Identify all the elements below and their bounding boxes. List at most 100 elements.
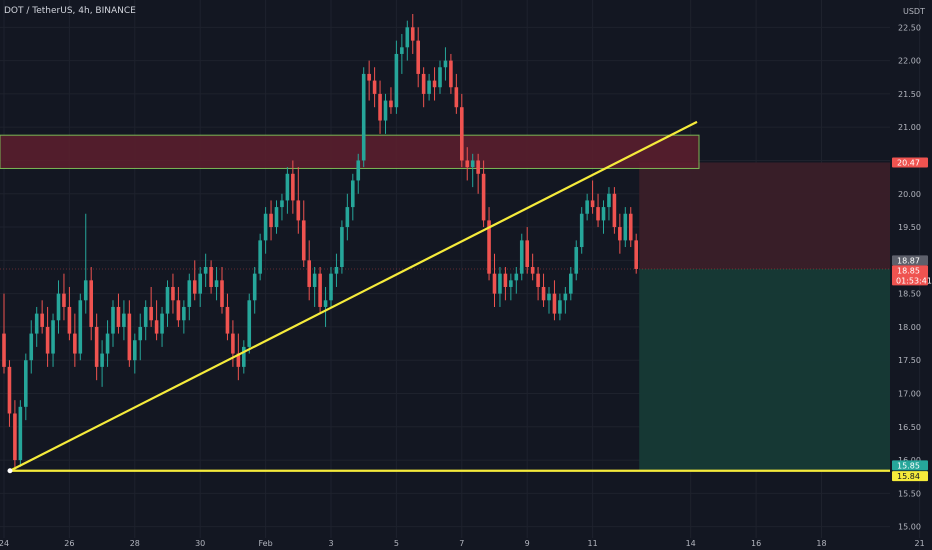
candles-layer [2, 14, 638, 471]
candle-body [209, 267, 213, 287]
x-tick-label: 14 [686, 539, 696, 548]
candle-body [541, 286, 546, 301]
take-profit-zone [639, 269, 890, 471]
candle-body [470, 160, 475, 168]
candle-body [329, 273, 333, 301]
candle-body [105, 333, 110, 354]
candle-body [318, 273, 322, 307]
candle-body [323, 300, 328, 307]
chart-title: DOT / TetherUS, 4h, BINANCE [4, 6, 136, 16]
candle-body [492, 273, 497, 294]
candle-body [100, 353, 104, 367]
candle-body [94, 326, 99, 367]
y-tick-label: 17.00 [898, 390, 921, 399]
candle-body [18, 406, 23, 461]
candle-body [225, 306, 230, 334]
candle-body [416, 40, 420, 74]
last-price-badge-countdown: 01:53:41 [896, 276, 932, 285]
candle-body [116, 306, 121, 327]
candle-body [590, 200, 595, 208]
candle-body [133, 340, 137, 361]
candle-body [7, 366, 12, 414]
candle-body [252, 273, 257, 301]
candle-body [525, 240, 529, 268]
candle-body [569, 273, 573, 294]
candle-body [574, 247, 579, 274]
candle-body [143, 306, 148, 327]
candle-body [274, 207, 279, 228]
x-tick-label: 30 [195, 539, 205, 548]
candle-body [596, 207, 600, 221]
candle-body [514, 273, 519, 281]
candle-body [285, 173, 290, 201]
candle-body [13, 413, 17, 461]
x-tick-label: 18 [816, 539, 826, 548]
candle-body [383, 100, 388, 121]
y-tick-label: 18.00 [898, 323, 921, 332]
x-tick-label: 24 [0, 539, 9, 548]
candle-body [56, 293, 61, 321]
candle-body [345, 207, 350, 228]
y-tick-label: 18.50 [898, 290, 921, 299]
candle-body [443, 60, 448, 68]
entry-badge-box [892, 255, 928, 266]
candle-body [547, 293, 551, 301]
candle-body [203, 267, 208, 274]
candle-body [607, 193, 611, 208]
candle-body [552, 293, 557, 314]
x-tick-label: 28 [130, 539, 140, 548]
candle-body [367, 73, 371, 81]
y-tick-label: 15.50 [898, 489, 921, 498]
x-tick-label: 5 [394, 539, 399, 548]
candle-body [372, 80, 377, 94]
zones-layer [0, 134, 890, 471]
candle-body [421, 73, 426, 94]
candle-body [187, 280, 192, 307]
y-tick-label: 15.00 [898, 523, 921, 532]
candle-body [612, 193, 617, 228]
last-price-badge-box [892, 265, 928, 286]
target-badge-box [892, 460, 928, 471]
y-tick-label: 17.50 [898, 356, 921, 365]
candle-body [182, 306, 186, 321]
candle-body [122, 313, 126, 327]
candle-body [579, 213, 584, 248]
candle-body [558, 300, 562, 314]
candle-body [503, 273, 508, 287]
candle-body [405, 27, 410, 48]
x-tick-label: 16 [751, 539, 761, 548]
candle-body [634, 240, 638, 270]
candle-body [214, 280, 219, 287]
trendline-anchor [7, 468, 13, 474]
target-badge-label: 15.85 [897, 461, 920, 470]
stop-badge-box [892, 157, 928, 168]
candle-body [481, 173, 486, 221]
candle-body [2, 333, 6, 367]
candle-body [138, 326, 143, 341]
candle-body [618, 227, 622, 241]
support-badge-box [892, 471, 928, 482]
candle-body [258, 240, 262, 274]
candle-body [351, 180, 355, 208]
candle-body [127, 313, 132, 361]
x-tick-label: 3 [328, 539, 333, 548]
candle-body [449, 60, 453, 88]
candle-body [432, 80, 437, 88]
candle-body [242, 346, 246, 367]
candle-body [160, 313, 164, 334]
candle-body [83, 280, 88, 301]
x-tick-label: 11 [588, 539, 598, 548]
candle-body [269, 213, 273, 228]
candle-body [585, 200, 589, 214]
candle-body [563, 293, 568, 301]
candle-body [78, 300, 83, 354]
candle-body [263, 213, 268, 241]
stop-loss-zone [639, 162, 890, 270]
time-axis[interactable]: 24262830Feb357911141618212325 [0, 539, 932, 548]
candle-body [427, 80, 431, 94]
candle-body [171, 286, 175, 301]
x-tick-label: Feb [259, 539, 273, 548]
candle-body [628, 213, 633, 241]
ascending-trendline [9, 120, 698, 472]
